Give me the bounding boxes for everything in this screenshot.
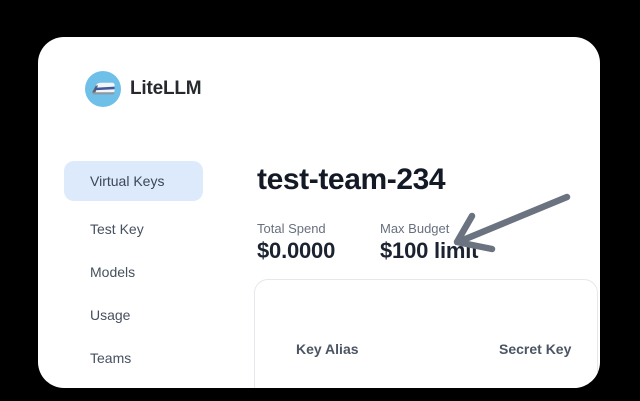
train-logo-icon xyxy=(85,71,121,107)
sidebar-item-virtual-keys[interactable]: Virtual Keys xyxy=(64,161,203,201)
sidebar-item-test-key[interactable]: Test Key xyxy=(90,221,144,238)
sidebar-item-teams[interactable]: Teams xyxy=(90,350,131,367)
sidebar-item-label: Usage xyxy=(90,307,131,323)
brand-name: LiteLLM xyxy=(130,78,202,99)
sidebar-item-label: Test Key xyxy=(90,221,144,237)
sidebar-item-label: Models xyxy=(90,264,136,280)
sidebar-item-usage[interactable]: Usage xyxy=(90,307,130,324)
max-budget-value: $100 limit xyxy=(380,238,479,263)
column-header-secret-key: Secret Key xyxy=(499,341,572,357)
column-header-key-alias: Key Alias xyxy=(296,341,359,357)
team-title: test-team-234 xyxy=(257,163,446,196)
max-budget-label: Max Budget xyxy=(380,221,450,236)
sidebar-item-label: Teams xyxy=(90,350,132,366)
sidebar-item-models[interactable]: Models xyxy=(90,264,135,281)
keys-table-panel: Key Alias Secret Key xyxy=(254,279,598,388)
brand-logo[interactable]: LiteLLM xyxy=(85,71,202,107)
sidebar-item-label: Virtual Keys xyxy=(90,172,165,189)
app-card: LiteLLM Virtual Keys Test Key Models Usa… xyxy=(38,37,600,388)
total-spend-value: $0.0000 xyxy=(257,238,336,263)
total-spend-label: Total Spend xyxy=(257,221,326,236)
